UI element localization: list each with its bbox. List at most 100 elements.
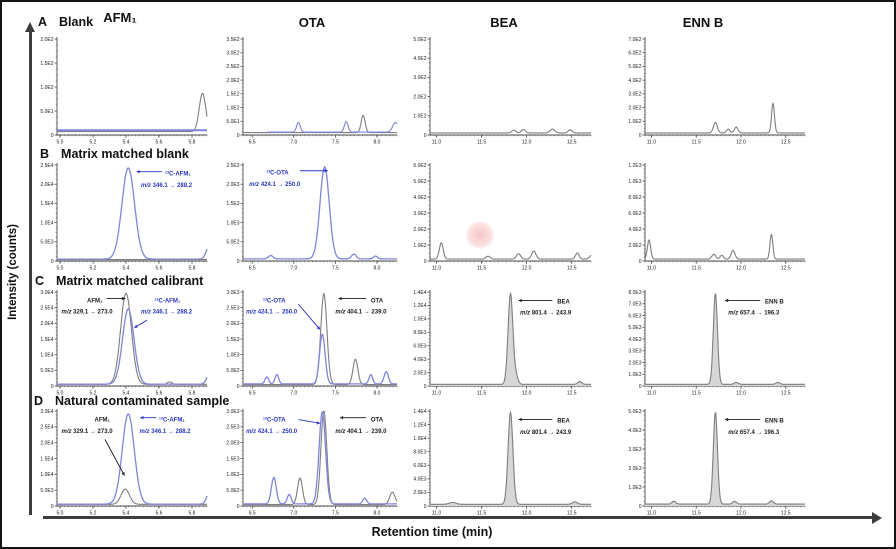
panel-D-AFM1: 3.0E4 2.5E4 2.0E4 1.5E4 1.0E4 5.0E3 0 5.0 5.2 5.4… xyxy=(31,407,211,518)
y-axis-ticks: 2.5E3 2.0E3 1.5E3 1.0E3 5.0E2 0 xyxy=(226,163,243,265)
y-axis-ticks: 5.0E2 4.0E2 3.0E2 2.0E2 1.0E2 0 xyxy=(413,37,430,139)
svg-text:3.5E2: 3.5E2 xyxy=(226,37,239,43)
svg-text:2.0E3: 2.0E3 xyxy=(628,466,641,472)
svg-text:4.0E3: 4.0E3 xyxy=(628,337,641,343)
panel-C-BEA: 1.4E4 1.2E4 1.0E4 8.0E3 6.0E3 4.0E3 2.0E3 0 11.0… xyxy=(404,288,595,398)
svg-text:1.5E2: 1.5E2 xyxy=(226,92,239,98)
svg-text:5.4: 5.4 xyxy=(123,391,130,397)
series-ENNB-trace xyxy=(645,412,805,505)
annotation-arrowhead-icon xyxy=(316,421,320,425)
y-axis-title: Intensity (counts) xyxy=(7,224,19,320)
svg-text:0: 0 xyxy=(639,259,642,265)
svg-text:12.0: 12.0 xyxy=(736,266,746,272)
panel-B-ENNB: 1.2E3 1.0E3 8.0E2 6.0E2 4.0E2 2.0E2 0 11.0 11.5 1… xyxy=(619,161,809,273)
svg-text:11.0: 11.0 xyxy=(432,511,442,517)
svg-text:11.0: 11.0 xyxy=(647,511,657,517)
svg-text:3.0E3: 3.0E3 xyxy=(628,447,641,453)
panel-A-OTA: 3.5E2 3.0E2 2.5E2 2.0E2 1.5E2 1.0E2 5.0E1 0 6.5 7… xyxy=(217,35,401,147)
x-axis-ticks: 6.5 7.0 7.5 8.0 xyxy=(242,135,398,146)
svg-text:12.5: 12.5 xyxy=(567,266,577,272)
svg-text:5.0E1: 5.0E1 xyxy=(40,109,53,115)
svg-text:12.0: 12.0 xyxy=(522,140,532,146)
svg-text:2.0E4: 2.0E4 xyxy=(40,321,53,327)
annotation-text: m/z 329.1 → 273.0 xyxy=(62,429,114,435)
svg-text:6.0E3: 6.0E3 xyxy=(413,463,426,469)
y-axis-ticks: 3.5E2 3.0E2 2.5E2 2.0E2 1.5E2 1.0E2 5.0E1 0 xyxy=(226,37,243,139)
svg-text:8.0: 8.0 xyxy=(374,140,381,146)
svg-text:5.0: 5.0 xyxy=(57,391,64,397)
series-ENNB-trace xyxy=(644,233,805,260)
svg-text:1.5E3: 1.5E3 xyxy=(226,337,239,343)
svg-text:6.0E2: 6.0E2 xyxy=(628,51,641,57)
svg-text:2.0E3: 2.0E3 xyxy=(226,321,239,327)
svg-text:2.0E3: 2.0E3 xyxy=(413,370,426,376)
annotation: ENN B m/z 657.4 → 196.3 xyxy=(725,298,784,317)
svg-text:12.0: 12.0 xyxy=(736,391,746,397)
annotation-text: m/z 346.1 → 288.2 xyxy=(141,310,193,316)
svg-text:1.0E3: 1.0E3 xyxy=(628,179,641,185)
annotation-text: AFM₁ xyxy=(87,298,103,304)
svg-text:11.0: 11.0 xyxy=(432,140,442,146)
annotation-text: m/z 329.1 → 273.0 xyxy=(62,310,114,316)
svg-text:5.0E3: 5.0E3 xyxy=(40,240,53,246)
x-axis-ticks: 6.5 7.0 7.5 8.0 xyxy=(242,386,398,397)
row-letter-b: B xyxy=(40,147,50,161)
annotation: ¹³C-AFM₁ m/z 346.1 → 288.2 xyxy=(140,415,192,435)
series-fill-ENNB-trace xyxy=(645,293,805,386)
svg-text:2.5E4: 2.5E4 xyxy=(40,163,53,169)
svg-text:6.0E3: 6.0E3 xyxy=(413,344,426,350)
series-13C-OTA-trace xyxy=(242,411,398,505)
y-axis-ticks: 6.0E2 5.0E2 4.0E2 3.0E2 2.0E2 1.0E2 0 xyxy=(413,163,430,265)
svg-text:5.0E2: 5.0E2 xyxy=(413,179,426,185)
series-AFM1-trace xyxy=(57,92,208,133)
svg-text:5.0: 5.0 xyxy=(57,266,64,272)
svg-text:7.0E3: 7.0E3 xyxy=(628,302,641,308)
annotation: OTA m/z 404.1 → 239.0 xyxy=(335,296,387,316)
panel-A-BEA: 5.0E2 4.0E2 3.0E2 2.0E2 1.0E2 0 11.0 11.5 12.0 12… xyxy=(404,35,595,147)
annotation: ¹³C-OTA m/z 424.1 → 250.0 xyxy=(246,297,321,330)
row-label-c: C Matrix matched calibrant xyxy=(35,274,203,288)
chromatogram-A-AFM1: 2.0E2 1.5E2 1.0E2 5.0E1 05.0 5.2 5.4 5.6 5.8 xyxy=(40,37,208,146)
svg-text:8.0E3: 8.0E3 xyxy=(413,330,426,336)
chromatogram-D-AFM1: 3.0E4 2.5E4 2.0E4 1.5E4 1.0E4 5.0E3 05.0 5.2 5.4… xyxy=(40,409,208,517)
svg-text:1.2E4: 1.2E4 xyxy=(413,422,426,428)
svg-text:0: 0 xyxy=(51,133,54,139)
svg-text:4.0E2: 4.0E2 xyxy=(628,78,641,84)
annotation: ENN B m/z 657.4 → 196.3 xyxy=(725,417,784,436)
svg-text:0: 0 xyxy=(237,259,240,265)
annotation-text: m/z 424.1 → 250.0 xyxy=(246,310,298,316)
svg-text:7.5: 7.5 xyxy=(332,391,339,397)
panel-A-ENNB: 7.0E2 6.0E2 5.0E2 4.0E2 3.0E2 2.0E2 1.0E2 0 11.0… xyxy=(619,35,809,147)
svg-text:4.0E2: 4.0E2 xyxy=(628,227,641,233)
series-13C-OTA-trace xyxy=(242,333,398,385)
svg-text:2.0E2: 2.0E2 xyxy=(226,78,239,84)
svg-text:2.0E3: 2.0E3 xyxy=(226,440,239,446)
svg-text:8.0: 8.0 xyxy=(374,391,381,397)
svg-text:1.0E2: 1.0E2 xyxy=(413,243,426,249)
svg-text:11.5: 11.5 xyxy=(692,391,702,397)
svg-text:6.0E3: 6.0E3 xyxy=(628,313,641,319)
svg-text:6.0E2: 6.0E2 xyxy=(413,163,426,169)
series-fill-BEA-trace xyxy=(430,293,591,386)
svg-text:1.0E4: 1.0E4 xyxy=(413,317,426,323)
annotation-arrowhead-icon xyxy=(122,296,126,301)
svg-text:2.5E4: 2.5E4 xyxy=(40,305,53,311)
column-header-ota: OTA xyxy=(298,15,326,30)
x-axis-ticks: 11.0 11.5 12.0 12.5 xyxy=(644,506,806,517)
series-AFM1-trace xyxy=(57,292,207,385)
svg-text:5.2: 5.2 xyxy=(90,391,97,397)
svg-text:5.0E2: 5.0E2 xyxy=(226,240,239,246)
annotation-text: ¹³C-AFM₁ xyxy=(165,171,191,178)
annotation-text: m/z 346.1 → 288.2 xyxy=(140,429,192,435)
svg-text:7.5: 7.5 xyxy=(332,266,339,272)
svg-text:1.2E3: 1.2E3 xyxy=(628,163,641,169)
svg-text:5.0E3: 5.0E3 xyxy=(40,488,53,494)
svg-text:1.0E4: 1.0E4 xyxy=(40,352,53,358)
series-13C-AFM1-trace xyxy=(56,413,208,505)
y-axis-ticks: 3.0E3 2.5E3 2.0E3 1.5E3 1.0E3 5.0E2 0 xyxy=(226,290,243,390)
svg-text:6.5: 6.5 xyxy=(249,391,256,397)
svg-text:0: 0 xyxy=(639,504,642,510)
annotation-arrowhead-icon xyxy=(316,326,320,330)
annotation: ¹³C-OTA m/z 424.1 → 250.0 xyxy=(246,416,321,435)
